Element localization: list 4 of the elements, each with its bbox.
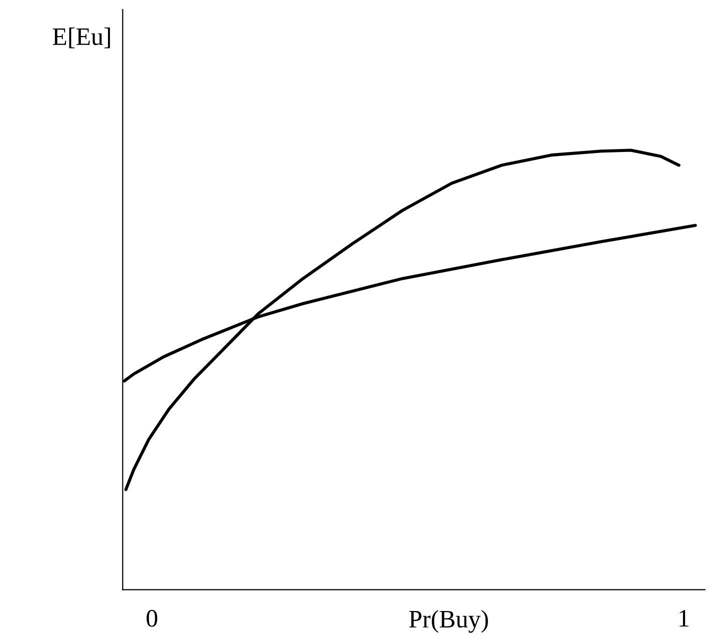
x-tick-label: 1 <box>680 610 688 627</box>
x-axis-title: Pr(Buy) <box>409 610 488 633</box>
x-tick-label: 0 <box>146 610 158 627</box>
y-axis-title: E[Eu] <box>52 28 110 48</box>
